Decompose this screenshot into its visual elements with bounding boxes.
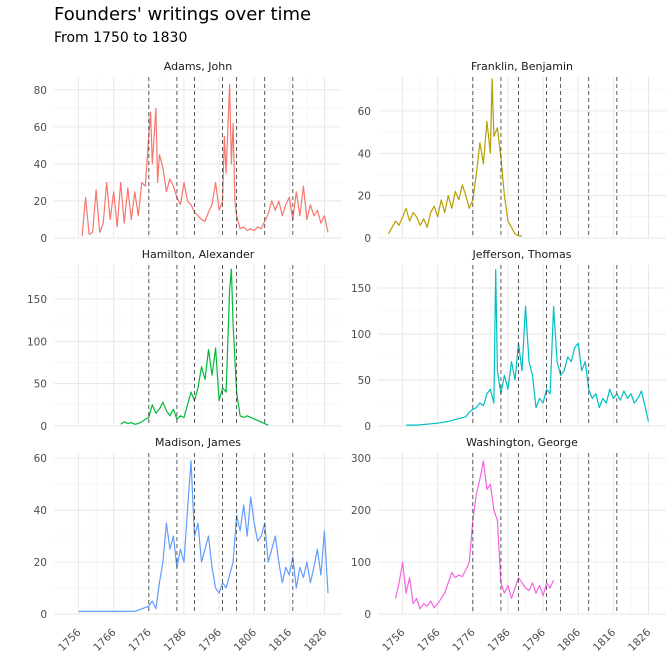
y-tick-label: 60 bbox=[34, 453, 47, 465]
series-line bbox=[120, 268, 269, 426]
x-tick-label: 1786 bbox=[486, 626, 514, 654]
facet-strip-label: Washington, George bbox=[466, 436, 578, 449]
y-tick-label: 50 bbox=[34, 379, 47, 391]
facet-panel: Hamilton, Alexander 0 50 100 150 bbox=[27, 248, 342, 433]
y-tick-label: 20 bbox=[358, 191, 371, 203]
facet-strip-label: Franklin, Benjamin bbox=[471, 60, 573, 73]
x-tick-label: 1756 bbox=[56, 626, 84, 654]
y-tick-label: 300 bbox=[351, 453, 371, 465]
series-line bbox=[81, 83, 329, 237]
chart-title: Founders' writings over time bbox=[54, 4, 312, 25]
series-line bbox=[78, 460, 329, 612]
y-tick-label: 0 bbox=[40, 233, 47, 245]
x-tick-label: 1766 bbox=[415, 626, 443, 654]
x-tick-label: 1796 bbox=[197, 626, 225, 654]
y-tick-label: 0 bbox=[40, 421, 47, 433]
y-tick-label: 0 bbox=[364, 421, 371, 433]
y-tick-label: 100 bbox=[351, 557, 371, 569]
x-tick-label: 1806 bbox=[232, 626, 260, 654]
facet-panel: Jefferson, Thomas 0 50 100 150 bbox=[351, 248, 666, 433]
y-tick-label: 60 bbox=[358, 106, 371, 118]
y-tick-label: 40 bbox=[34, 505, 47, 517]
y-tick-label: 20 bbox=[34, 557, 47, 569]
series-line bbox=[395, 460, 555, 610]
y-tick-label: 200 bbox=[351, 505, 371, 517]
y-tick-label: 40 bbox=[34, 159, 47, 171]
y-tick-label: 40 bbox=[358, 148, 371, 160]
y-tick-label: 50 bbox=[358, 375, 371, 387]
facet-strip-label: Jefferson, Thomas bbox=[472, 248, 572, 261]
x-tick-label: 1776 bbox=[126, 626, 154, 654]
x-tick-label: 1786 bbox=[162, 626, 190, 654]
x-tick-label: 1796 bbox=[521, 626, 549, 654]
y-tick-label: 150 bbox=[27, 294, 47, 306]
x-tick-label: 1776 bbox=[450, 626, 478, 654]
facet-panel: Washington, George 0 100 200 300 1756 1766 1776… bbox=[351, 436, 666, 654]
facet-strip-label: Hamilton, Alexander bbox=[142, 248, 255, 261]
y-tick-label: 0 bbox=[40, 609, 47, 621]
y-tick-label: 20 bbox=[34, 196, 47, 208]
facet-strip-label: Madison, James bbox=[155, 436, 241, 449]
y-tick-label: 0 bbox=[364, 233, 371, 245]
x-tick-label: 1826 bbox=[626, 626, 654, 654]
y-tick-label: 0 bbox=[364, 609, 371, 621]
y-tick-label: 80 bbox=[34, 85, 47, 97]
facet-panel: Adams, John 0 20 40 60 80 bbox=[34, 60, 342, 245]
y-tick-label: 100 bbox=[27, 336, 47, 348]
x-tick-label: 1816 bbox=[267, 626, 295, 654]
x-tick-label: 1806 bbox=[556, 626, 584, 654]
facet-panel: Madison, James 0 20 40 60 1756 1766 1776 1786 179… bbox=[34, 436, 342, 654]
x-tick-label: 1766 bbox=[91, 626, 119, 654]
chart-subtitle: From 1750 to 1830 bbox=[54, 30, 188, 46]
facet-panel: Franklin, Benjamin 0 20 40 60 bbox=[358, 60, 666, 245]
y-tick-label: 60 bbox=[34, 122, 47, 134]
y-tick-label: 100 bbox=[351, 329, 371, 341]
facet-strip-label: Adams, John bbox=[164, 60, 232, 73]
series-line bbox=[387, 78, 522, 237]
x-tick-label: 1816 bbox=[591, 626, 619, 654]
x-tick-label: 1756 bbox=[380, 626, 408, 654]
x-tick-label: 1826 bbox=[302, 626, 330, 654]
y-tick-label: 150 bbox=[351, 283, 371, 295]
series-line bbox=[406, 269, 649, 426]
